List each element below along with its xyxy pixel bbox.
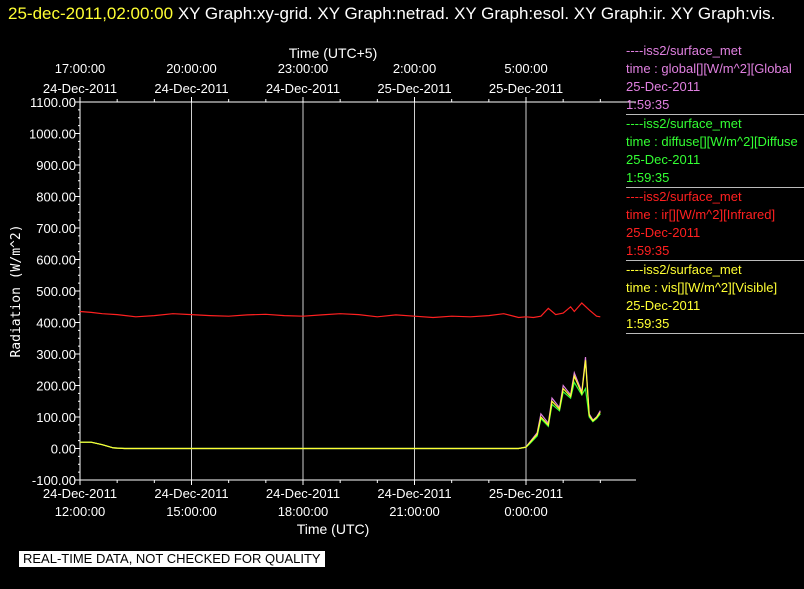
y-tick-label: 300.00 bbox=[36, 347, 76, 362]
y-tick-label: 0.00 bbox=[51, 442, 76, 457]
legend-source: ----iss2/surface_met bbox=[626, 262, 742, 277]
x-tick-label-date: 24-Dec-2011 bbox=[43, 486, 117, 501]
x2-tick-label-date: 24-Dec-2011 bbox=[43, 81, 117, 96]
x2-tick-label-time: 17:00:00 bbox=[55, 61, 106, 76]
x2-tick-label-time: 5:00:00 bbox=[504, 61, 547, 76]
legend-line: time : diffuse[][W/m^2][Diffuse bbox=[626, 134, 798, 149]
x-tick-label-time: 12:00:00 bbox=[55, 504, 106, 519]
y-tick-label: 1100.00 bbox=[30, 95, 76, 110]
x-tick-label-date: 24-Dec-2011 bbox=[154, 486, 228, 501]
legend-line: time : ir[][W/m^2][Infrared] bbox=[626, 207, 776, 222]
x-tick-label-time: 15:00:00 bbox=[166, 504, 217, 519]
legend-line: 1:59:35 bbox=[626, 316, 670, 331]
legend-line: 25-Dec-2011 bbox=[626, 152, 701, 167]
y-tick-label: 900.00 bbox=[36, 158, 76, 173]
y-tick-label: 700.00 bbox=[36, 221, 76, 236]
legend-line: 25-Dec-2011 bbox=[626, 298, 701, 313]
title-date: 25-dec-2011,02:00:00 bbox=[8, 4, 174, 23]
x2-axis-label: Time (UTC+5) bbox=[289, 45, 378, 61]
x2-tick-label-date: 25-Dec-2011 bbox=[377, 81, 451, 96]
x-tick-label-date: 24-Dec-2011 bbox=[377, 486, 451, 501]
legend-line: 1:59:35 bbox=[626, 97, 670, 112]
y-tick-label: 1000.00 bbox=[29, 127, 76, 142]
y-axis-label: Radiation (W/m^2) bbox=[9, 224, 24, 357]
y-tick-label: 400.00 bbox=[36, 316, 76, 331]
legend-source: ----iss2/surface_met bbox=[626, 189, 742, 204]
x2-tick-label-time: 20:00:00 bbox=[166, 61, 217, 76]
x-tick-label-time: 18:00:00 bbox=[278, 504, 329, 519]
y-tick-label: 100.00 bbox=[36, 410, 76, 425]
y-tick-label: 600.00 bbox=[36, 253, 76, 268]
chart-title: 25-dec-2011,02:00:00 XY Graph:xy-grid. X… bbox=[8, 3, 798, 25]
x-tick-label-date: 24-Dec-2011 bbox=[266, 486, 340, 501]
legend-separator bbox=[626, 114, 804, 115]
x-tick-label-time: 0:00:00 bbox=[504, 504, 547, 519]
legend-line: 25-Dec-2011 bbox=[626, 79, 701, 94]
x-axis-label: Time (UTC) bbox=[297, 521, 370, 537]
legend-line: time : global[][W/m^2][Global bbox=[626, 61, 792, 76]
series-line-diffuse bbox=[80, 380, 601, 450]
legend-separator bbox=[626, 333, 804, 334]
y-tick-label: 200.00 bbox=[36, 379, 76, 394]
y-tick-label: 800.00 bbox=[36, 190, 76, 205]
series-line-vis bbox=[80, 360, 601, 450]
y-tick-label: -100.00 bbox=[32, 473, 76, 488]
legend-source: ----iss2/surface_met bbox=[626, 116, 742, 131]
x2-tick-label-date: 25-Dec-2011 bbox=[489, 81, 563, 96]
x2-tick-label-time: 23:00:00 bbox=[278, 61, 329, 76]
x-tick-label-time: 21:00:00 bbox=[389, 504, 440, 519]
legend-line: 25-Dec-2011 bbox=[626, 225, 701, 240]
legend-line: 1:59:35 bbox=[626, 243, 670, 258]
series-line-ir bbox=[79, 302, 601, 319]
quality-warning-note: REAL-TIME DATA, NOT CHECKED FOR QUALITY bbox=[19, 551, 325, 567]
x-tick-label-date: 25-Dec-2011 bbox=[489, 486, 563, 501]
x2-tick-label-time: 2:00:00 bbox=[393, 61, 436, 76]
legend-line: time : vis[][W/m^2][Visible] bbox=[626, 280, 778, 295]
legend-separator bbox=[626, 260, 804, 261]
series-line-global bbox=[80, 357, 601, 450]
y-tick-label: 500.00 bbox=[36, 284, 76, 299]
x2-tick-label-date: 24-Dec-2011 bbox=[266, 81, 340, 96]
legend-source: ----iss2/surface_met bbox=[626, 43, 742, 58]
legend-line: 1:59:35 bbox=[626, 170, 670, 185]
legend-separator bbox=[626, 187, 804, 188]
title-graph-list: XY Graph:xy-grid. XY Graph:netrad. XY Gr… bbox=[173, 4, 776, 23]
x2-tick-label-date: 24-Dec-2011 bbox=[154, 81, 228, 96]
